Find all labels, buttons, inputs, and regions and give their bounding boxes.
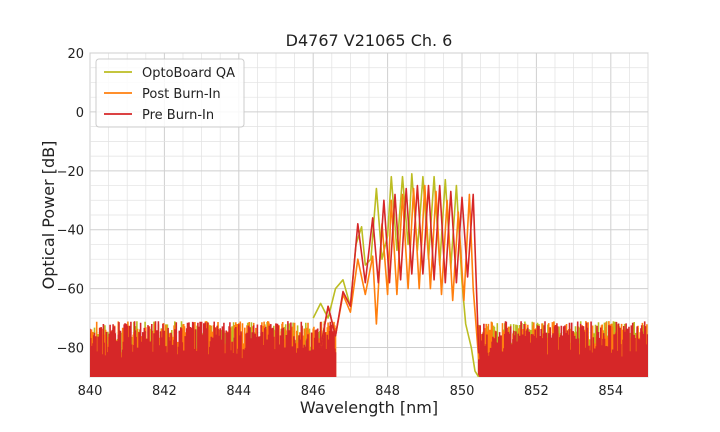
x-tick-label: 850 <box>450 384 475 399</box>
y-tick-label: −80 <box>57 342 84 357</box>
y-tick-label: −40 <box>57 224 84 239</box>
x-axis-label: Wavelength [nm] <box>300 398 438 417</box>
x-tick-label: 844 <box>226 384 251 399</box>
y-tick-label: −60 <box>57 283 84 298</box>
x-tick-label: 848 <box>375 384 400 399</box>
x-tick-label: 852 <box>524 384 549 399</box>
x-axis-ticks: 840 842 844 846 848 850 852 854 <box>78 384 624 399</box>
x-tick-label: 842 <box>152 384 177 399</box>
legend-label-pre-burn-in: Pre Burn-In <box>142 108 214 123</box>
y-axis-label: Optical Power [dB] <box>39 141 58 290</box>
y-axis-ticks: 20 0 −20 −40 −60 −80 <box>57 47 84 357</box>
y-tick-label: −20 <box>57 165 84 180</box>
x-tick-label: 846 <box>301 384 326 399</box>
series-line-2 <box>319 184 480 354</box>
x-tick-label: 854 <box>598 384 623 399</box>
noise-band <box>477 321 648 377</box>
legend-label-optoboard-qa: OptoBoard QA <box>142 66 235 81</box>
chart-title: D4767 V21065 Ch. 6 <box>286 31 453 50</box>
y-tick-label: 20 <box>67 47 84 62</box>
legend: OptoBoard QA Post Burn-In Pre Burn-In <box>95 58 245 128</box>
legend-box <box>95 58 245 128</box>
x-tick-label: 840 <box>78 384 103 399</box>
noise-band <box>90 321 337 377</box>
y-tick-label: 0 <box>76 106 84 121</box>
series-lines <box>312 173 480 377</box>
legend-label-post-burn-in: Post Burn-In <box>142 87 221 102</box>
